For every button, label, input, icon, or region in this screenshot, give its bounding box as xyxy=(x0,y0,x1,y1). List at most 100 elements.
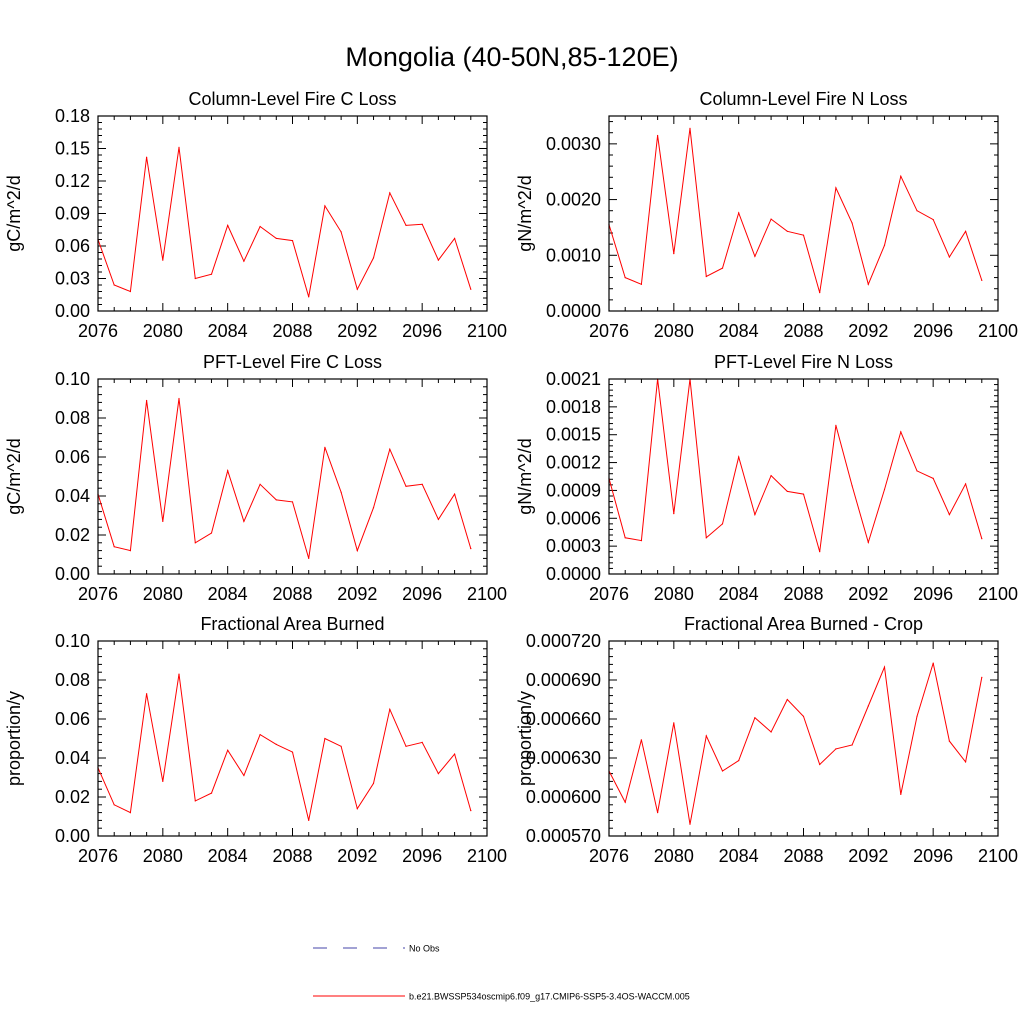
data-point xyxy=(981,279,983,281)
figure-title: Mongolia (40-50N,85-120E) xyxy=(345,42,678,72)
plot-frame xyxy=(608,378,999,575)
y-tick-label: 0.0010 xyxy=(546,245,601,265)
data-point xyxy=(275,743,277,746)
data-point xyxy=(624,277,626,279)
chart-panel-6: Fractional Area Burned - Crop proportion/… xyxy=(515,614,1018,866)
series-line xyxy=(97,674,472,821)
data-point xyxy=(437,259,439,261)
data-point xyxy=(640,540,643,542)
x-tick-label: 2084 xyxy=(719,846,759,866)
y-tick-label: 0.00 xyxy=(55,301,90,321)
data-point xyxy=(851,744,853,746)
x-tick-label: 2100 xyxy=(978,584,1018,604)
y-tick-label: 0.04 xyxy=(55,748,90,768)
x-tick-label: 2100 xyxy=(467,846,507,866)
data-point xyxy=(178,673,180,675)
data-point xyxy=(640,283,643,285)
y-tick-label: 0.0030 xyxy=(546,134,601,154)
y-tick-label: 0.000630 xyxy=(526,748,601,768)
data-point xyxy=(689,127,691,129)
data-point xyxy=(689,823,691,825)
y-tick-label: 0.0020 xyxy=(546,190,601,210)
panels: Column-Level Fire C Loss gC/m^2/d 2076 2080… xyxy=(4,89,1018,866)
data-point xyxy=(291,240,294,242)
panel-title: Fractional Area Burned xyxy=(200,614,384,634)
data-point xyxy=(275,237,277,239)
y-tick-label: 0.06 xyxy=(55,236,90,256)
data-point xyxy=(835,187,837,189)
x-tick-label: 2092 xyxy=(337,846,377,866)
series-line xyxy=(97,398,472,559)
data-point xyxy=(146,399,148,402)
x-tick-label: 2084 xyxy=(719,584,759,604)
data-point xyxy=(421,483,423,485)
data-point xyxy=(389,192,391,194)
data-point xyxy=(356,550,358,552)
data-point xyxy=(770,731,772,733)
y-tick-label: 0.08 xyxy=(55,670,90,690)
data-point xyxy=(738,760,740,762)
data-point xyxy=(178,397,180,400)
y-tick-label: 0.18 xyxy=(55,106,90,126)
data-point xyxy=(389,448,391,450)
data-point xyxy=(129,290,131,293)
data-point xyxy=(227,470,229,472)
x-tick-label: 2076 xyxy=(589,846,629,866)
data-point xyxy=(405,224,407,226)
y-tick-label: 0.09 xyxy=(55,204,90,224)
data-point xyxy=(738,456,740,458)
x-tick-label: 2096 xyxy=(913,321,953,341)
data-point xyxy=(754,717,756,719)
x-tick-label: 2084 xyxy=(719,321,759,341)
y-axis-label: gN/m^2/d xyxy=(515,438,535,514)
panel-title: PFT-Level Fire C Loss xyxy=(203,352,382,372)
data-point xyxy=(624,537,626,539)
data-point xyxy=(819,551,821,553)
data-point xyxy=(291,751,294,753)
y-tick-label: 0.000720 xyxy=(526,631,601,651)
data-point xyxy=(146,156,148,158)
x-tick-label: 2088 xyxy=(272,584,312,604)
data-point xyxy=(227,749,229,751)
panel-title: Column-Level Fire N Loss xyxy=(699,89,907,109)
x-tick-label: 2080 xyxy=(143,321,183,341)
x-tick-label: 2084 xyxy=(208,584,248,604)
x-tick-label: 2076 xyxy=(78,321,118,341)
data-point xyxy=(883,488,886,491)
y-axis-label: gC/m^2/d xyxy=(4,175,24,251)
data-point xyxy=(470,548,472,550)
y-tick-label: 0.0000 xyxy=(546,564,601,584)
data-point xyxy=(705,275,707,278)
x-tick-label: 2084 xyxy=(208,846,248,866)
x-tick-label: 2080 xyxy=(654,584,694,604)
data-point xyxy=(835,748,837,750)
y-tick-label: 0.04 xyxy=(55,486,90,506)
data-point xyxy=(356,288,358,290)
y-tick-label: 0.02 xyxy=(55,525,90,545)
data-point xyxy=(705,537,707,539)
x-tick-label: 2080 xyxy=(654,321,694,341)
y-tick-label: 0.03 xyxy=(55,269,90,289)
x-tick-label: 2080 xyxy=(654,846,694,866)
y-axis-label: gC/m^2/d xyxy=(4,438,24,514)
data-point xyxy=(324,205,326,207)
data-point xyxy=(657,134,659,137)
series-line xyxy=(608,662,983,825)
data-point xyxy=(786,230,788,232)
data-point xyxy=(932,219,934,221)
data-point xyxy=(372,257,375,259)
data-point xyxy=(948,514,951,516)
panel-title: Fractional Area Burned - Crop xyxy=(684,614,923,634)
data-point xyxy=(705,735,707,737)
data-point xyxy=(340,491,342,493)
x-tick-label: 2084 xyxy=(208,321,248,341)
data-point xyxy=(259,734,261,736)
data-point xyxy=(372,507,375,509)
data-point xyxy=(770,218,772,220)
x-tick-label: 2080 xyxy=(143,584,183,604)
x-tick-label: 2096 xyxy=(402,584,442,604)
data-point xyxy=(721,267,724,269)
series-line xyxy=(608,378,983,552)
data-point xyxy=(916,470,918,472)
legend: No Obs b.e21.BWSSP534oscmip6.f09_g17.CMIP… xyxy=(313,944,690,1002)
